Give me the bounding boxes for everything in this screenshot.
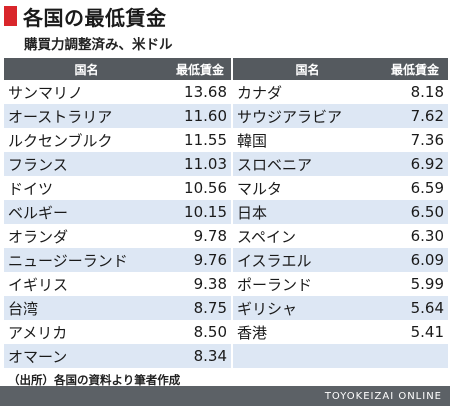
wage-cell: 11.55 [184, 131, 227, 149]
country-cell: アメリカ [8, 323, 68, 342]
country-cell: マルタ [231, 176, 382, 200]
country-cell: フランス [8, 155, 68, 174]
country-cell: 香港 [231, 320, 382, 344]
wage-cell: 6.30 [410, 227, 444, 245]
country-cell: ポーランド [231, 272, 382, 296]
column-header-country-right: 国名 [231, 58, 382, 80]
chart-title: 各国の最低賃金 [23, 5, 167, 30]
empty-cell [231, 344, 382, 368]
column-header-wage-right: 最低賃金 [390, 62, 439, 77]
country-cell: ドイツ [8, 179, 54, 198]
wage-cell: 7.36 [410, 131, 444, 149]
country-cell: オマーン [8, 347, 68, 366]
wage-cell: 5.41 [410, 323, 444, 341]
country-cell: カナダ [231, 80, 382, 104]
country-cell: 台湾 [8, 299, 39, 318]
title-accent-bar [4, 6, 17, 26]
country-cell: サンマリノ [8, 83, 84, 102]
wage-cell: 6.50 [410, 203, 444, 221]
country-cell: サウジアラビア [231, 104, 382, 128]
wage-cell: 8.18 [410, 83, 444, 101]
wage-cell: 8.75 [193, 299, 227, 317]
table-row: ベルギー 10.15 日本 6.50 [4, 200, 448, 224]
table-row: フランス 11.03 スロベニア 6.92 [4, 152, 448, 176]
table-header-row: 国名 最低賃金 国名 最低賃金 [4, 58, 448, 80]
country-cell: ルクセンブルク [8, 131, 113, 150]
footer-brand: TOYOKEIZAI ONLINE [324, 390, 442, 402]
table-row: イギリス 9.38 ポーランド 5.99 [4, 272, 448, 296]
wage-cell: 8.50 [193, 323, 227, 341]
source-note: （出所）各国の資料より筆者作成 [8, 373, 181, 387]
wage-cell: 6.09 [410, 251, 444, 269]
wage-cell: 11.60 [184, 107, 227, 125]
column-header-wage-left: 最低賃金 [175, 62, 224, 77]
table-row: ルクセンブルク 11.55 韓国 7.36 [4, 128, 448, 152]
country-cell: スロベニア [231, 152, 382, 176]
table-row: ドイツ 10.56 マルタ 6.59 [4, 176, 448, 200]
wage-cell: 6.59 [410, 179, 444, 197]
table-row: オーストラリア 11.60 サウジアラビア 7.62 [4, 104, 448, 128]
wage-table: 国名 最低賃金 国名 最低賃金 サンマリノ 13.68 カナダ 8.18 オーストラリア… [4, 58, 448, 368]
footer-bar: TOYOKEIZAI ONLINE [0, 386, 450, 406]
wage-cell: 8.34 [193, 347, 227, 365]
wage-cell: 13.68 [184, 83, 227, 101]
country-cell: 日本 [231, 200, 382, 224]
wage-cell: 7.62 [410, 107, 444, 125]
table-row: 台湾 8.75 ギリシャ 5.64 [4, 296, 448, 320]
wage-cell: 5.99 [410, 275, 444, 293]
table-row: ニュージーランド 9.76 イスラエル 6.09 [4, 248, 448, 272]
chart-subtitle: 購買力調整済み、米ドル [24, 37, 173, 53]
table-row: オランダ 9.78 スペイン 6.30 [4, 224, 448, 248]
country-cell: 韓国 [231, 128, 382, 152]
wage-cell: 9.76 [193, 251, 227, 269]
country-cell: ニュージーランド [8, 251, 128, 270]
country-cell: イスラエル [231, 248, 382, 272]
wage-cell: 5.64 [410, 299, 444, 317]
table-body: サンマリノ 13.68 カナダ 8.18 オーストラリア 11.60 サウジアラビア 7.62… [4, 80, 448, 368]
country-cell: イギリス [8, 275, 69, 294]
country-cell: ベルギー [8, 203, 69, 222]
country-cell: スペイン [231, 224, 382, 248]
title-block: 各国の最低賃金 [4, 3, 167, 30]
empty-cell [382, 344, 448, 368]
column-header-country-left: 国名 [74, 62, 99, 77]
wage-cell: 6.92 [410, 155, 444, 173]
wage-cell: 11.03 [184, 155, 227, 173]
table-row: オマーン 8.34 [4, 344, 448, 368]
wage-cell: 10.56 [184, 179, 227, 197]
table-row: サンマリノ 13.68 カナダ 8.18 [4, 80, 448, 104]
table-row: アメリカ 8.50 香港 5.41 [4, 320, 448, 344]
wage-cell: 10.15 [184, 203, 227, 221]
country-cell: オランダ [8, 227, 69, 246]
country-cell: ギリシャ [231, 296, 382, 320]
wage-cell: 9.38 [193, 275, 227, 293]
wage-cell: 9.78 [193, 227, 227, 245]
country-cell: オーストラリア [8, 107, 113, 126]
